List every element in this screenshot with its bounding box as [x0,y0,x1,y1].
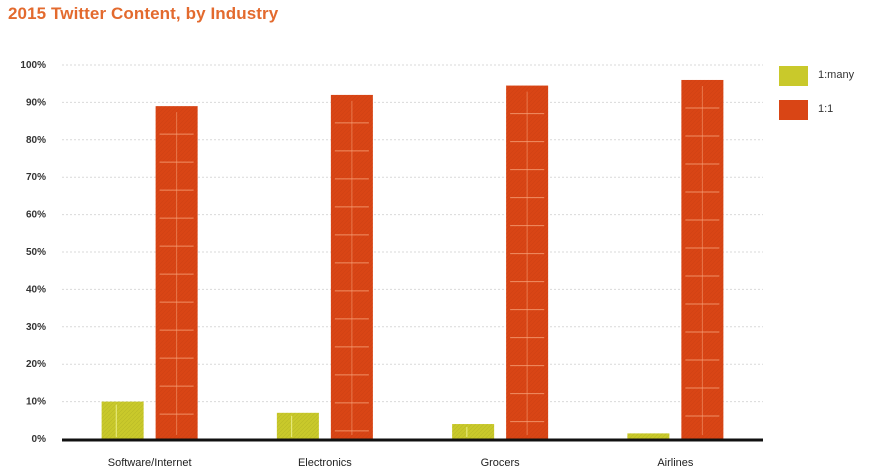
bar-texture [276,412,319,439]
bar-grocers-1-1 [506,85,549,439]
bar-airlines-1-many [627,433,670,439]
y-tick-label: 100% [20,60,46,71]
legend-swatch-1-many [779,66,808,86]
x-category-label: Electronics [298,457,352,467]
x-category-label: Software/Internet [108,457,192,467]
y-tick-label: 60% [26,210,46,221]
y-tick-label: 0% [32,434,47,445]
y-tick-label: 70% [26,172,46,183]
y-tick-label: 30% [26,322,46,333]
bar-texture [627,433,670,439]
bar-texture [101,401,144,439]
bar-electronics-1-many [276,412,319,439]
legend-swatch-1-1 [779,100,808,120]
x-category-label: Airlines [657,457,694,467]
chart-title: 2015 Twitter Content, by Industry [8,4,279,23]
bar-software-internet-1-1 [155,106,198,439]
bars [101,79,724,440]
x-axis: Software/Internet Electronics Grocers Airli… [108,457,694,467]
bar-software-internet-1-many [101,401,144,439]
y-tick-label: 90% [26,97,46,108]
y-tick-label: 20% [26,359,46,370]
bar-texture [452,424,495,439]
y-tick-label: 10% [26,397,46,408]
bar-grocers-1-many [452,424,495,439]
bar-electronics-1-1 [330,94,373,440]
bar-airlines-1-1 [681,79,724,440]
y-axis: 0% 10% 20% 30% 40% 50% 60% 70% 80% 90% 100% [20,60,46,445]
y-tick-label: 80% [26,135,46,146]
legend-label-1-many: 1:many [818,69,855,81]
legend-label-1-1: 1:1 [818,103,834,115]
x-category-label: Grocers [481,457,521,467]
y-tick-label: 40% [26,284,46,295]
y-tick-label: 50% [26,247,46,258]
